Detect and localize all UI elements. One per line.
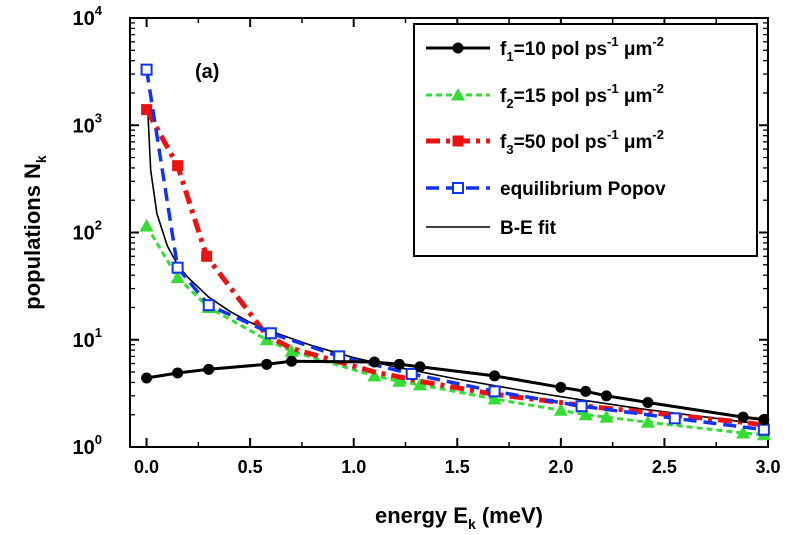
f2-series-point <box>413 377 427 391</box>
f2-series <box>139 218 771 441</box>
legend: f1=10 pol ps-1 μm-2 f2=15 pol ps-1 μm-2 f3… <box>413 23 758 257</box>
f1-series-point <box>203 363 215 375</box>
f2-series-point <box>578 407 593 421</box>
f2-series-point <box>170 270 185 284</box>
f1-series-point <box>286 355 298 367</box>
popov-series-point <box>264 327 277 340</box>
f2-series-point <box>284 344 299 357</box>
f1-series-point <box>141 372 153 384</box>
panel-label: (a) <box>195 61 219 83</box>
f2-series-line <box>145 225 765 437</box>
popov-series-point <box>488 385 501 398</box>
f1-series-point <box>758 414 770 426</box>
popov-series-point <box>171 261 184 274</box>
popov-series-point <box>757 423 770 436</box>
f2-series-point <box>139 218 154 232</box>
legend-entry-be-fit-series: B-E fit <box>426 218 557 239</box>
y-tick-label: 104 <box>73 3 103 30</box>
legend-entry-f2-series: f2=15 pol ps-1 μm-2 <box>426 81 664 111</box>
f1-series-point <box>261 358 273 370</box>
x-tick-label: 0.5 <box>238 457 263 477</box>
legend-label: f3=50 pol ps-1 μm-2 <box>500 127 664 157</box>
f2-series-point <box>599 410 614 423</box>
popov-series-point <box>668 412 681 425</box>
f1-series-point <box>489 370 501 382</box>
legend-entry-f1-series: f1=10 pol ps-1 μm-2 <box>426 34 664 64</box>
series-layer <box>139 63 771 441</box>
f1-series-point <box>580 385 592 397</box>
popov-series-point <box>202 299 215 312</box>
f3-series-point <box>201 250 213 262</box>
f1-series-point <box>555 381 567 393</box>
legend-box <box>413 23 758 257</box>
legend-marker <box>452 135 464 147</box>
legend-marker <box>452 182 464 194</box>
legend-marker <box>451 88 465 101</box>
popov-series-point <box>333 350 346 363</box>
x-tick-label: 1.5 <box>445 457 470 477</box>
f3-series-point <box>141 104 153 116</box>
labels-layer: 0.0 0.5 1.0 1.5 2.0 2.5 3.0 100 101 102 103 104 ener… <box>20 3 781 532</box>
y-tick-label: 101 <box>73 325 102 352</box>
f2-series-point <box>392 374 407 387</box>
f3-series-point <box>172 160 184 172</box>
x-tick-label: 2.5 <box>652 457 677 477</box>
popov-series-point <box>140 63 153 76</box>
popov-series-point <box>575 400 588 413</box>
y-tick-label: 103 <box>73 110 102 137</box>
f3-series <box>141 104 765 428</box>
legend-label: equilibrium Popov <box>500 179 666 200</box>
f2-series-point <box>640 415 655 428</box>
f1-series-point <box>642 396 654 408</box>
legend-label: f1=10 pol ps-1 μm-2 <box>500 34 664 64</box>
axes-layer <box>129 17 769 448</box>
f2-series-point <box>736 426 751 439</box>
f1-series-point <box>393 358 405 370</box>
f1-series-point <box>600 390 612 402</box>
f2-series-point <box>553 403 568 416</box>
legend-label: f2=15 pol ps-1 μm-2 <box>500 81 664 111</box>
f1-series-point <box>737 411 749 423</box>
x-tick-label: 0.0 <box>134 457 159 477</box>
legend-entry-popov-series: equilibrium Popov <box>426 179 666 200</box>
x-tick-label: 1.0 <box>341 457 366 477</box>
y-tick-label: 100 <box>73 432 102 459</box>
x-tick-label: 3.0 <box>755 457 780 477</box>
legend-label: B-E fit <box>500 218 557 239</box>
legend-marker <box>452 42 464 54</box>
f1-series <box>141 355 770 426</box>
x-tick-label: 2.0 <box>548 457 573 477</box>
f1-series-point <box>368 356 380 368</box>
y-tick-label: 102 <box>73 218 102 245</box>
popov-series-point <box>405 367 418 380</box>
f1-series-point <box>172 367 184 379</box>
legend-entry-f3-series: f3=50 pol ps-1 μm-2 <box>426 127 664 157</box>
f3-series-line <box>144 108 765 428</box>
f1-series-point <box>414 361 426 373</box>
y-axis-label: populations Nk <box>20 155 49 310</box>
x-axis-label: energy Ek (meV) <box>375 503 543 532</box>
f2-series-point <box>367 368 382 382</box>
f2-series-point <box>487 392 502 405</box>
